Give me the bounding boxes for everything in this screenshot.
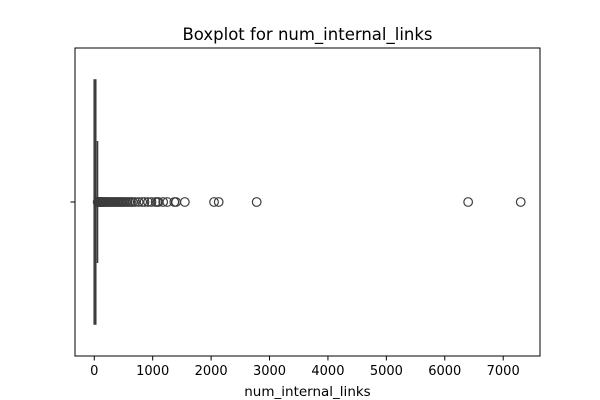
x-tick-label: 6000 <box>428 364 461 379</box>
outlier-point <box>133 197 144 207</box>
axes-frame <box>74 47 541 357</box>
x-tick-label: 7000 <box>487 364 520 379</box>
chart-title: Boxplot for num_internal_links <box>182 25 432 45</box>
x-axis-label: num_internal_links <box>244 384 370 400</box>
outlier-point <box>213 197 224 207</box>
outlier-point <box>463 197 474 207</box>
outlier-point <box>515 197 526 207</box>
x-tick-label: 3000 <box>253 364 286 379</box>
x-tick-label: 5000 <box>370 364 403 379</box>
outlier-point <box>146 197 157 207</box>
x-axis: 0 1000 2000 3000 4000 5000 6000 7000 <box>90 356 520 379</box>
x-tick-label: 4000 <box>311 364 344 379</box>
outlier-point <box>179 197 190 207</box>
x-tick-label: 0 <box>90 364 98 379</box>
plot-area <box>92 79 526 325</box>
outlier-point <box>143 197 153 207</box>
x-tick-label: 2000 <box>195 364 228 379</box>
x-tick-label: 1000 <box>136 364 169 379</box>
outlier-point <box>130 197 141 207</box>
outlier-point <box>251 197 262 207</box>
outlier-point <box>139 197 150 207</box>
outlier-point <box>158 197 169 207</box>
outlier-point <box>209 197 219 207</box>
